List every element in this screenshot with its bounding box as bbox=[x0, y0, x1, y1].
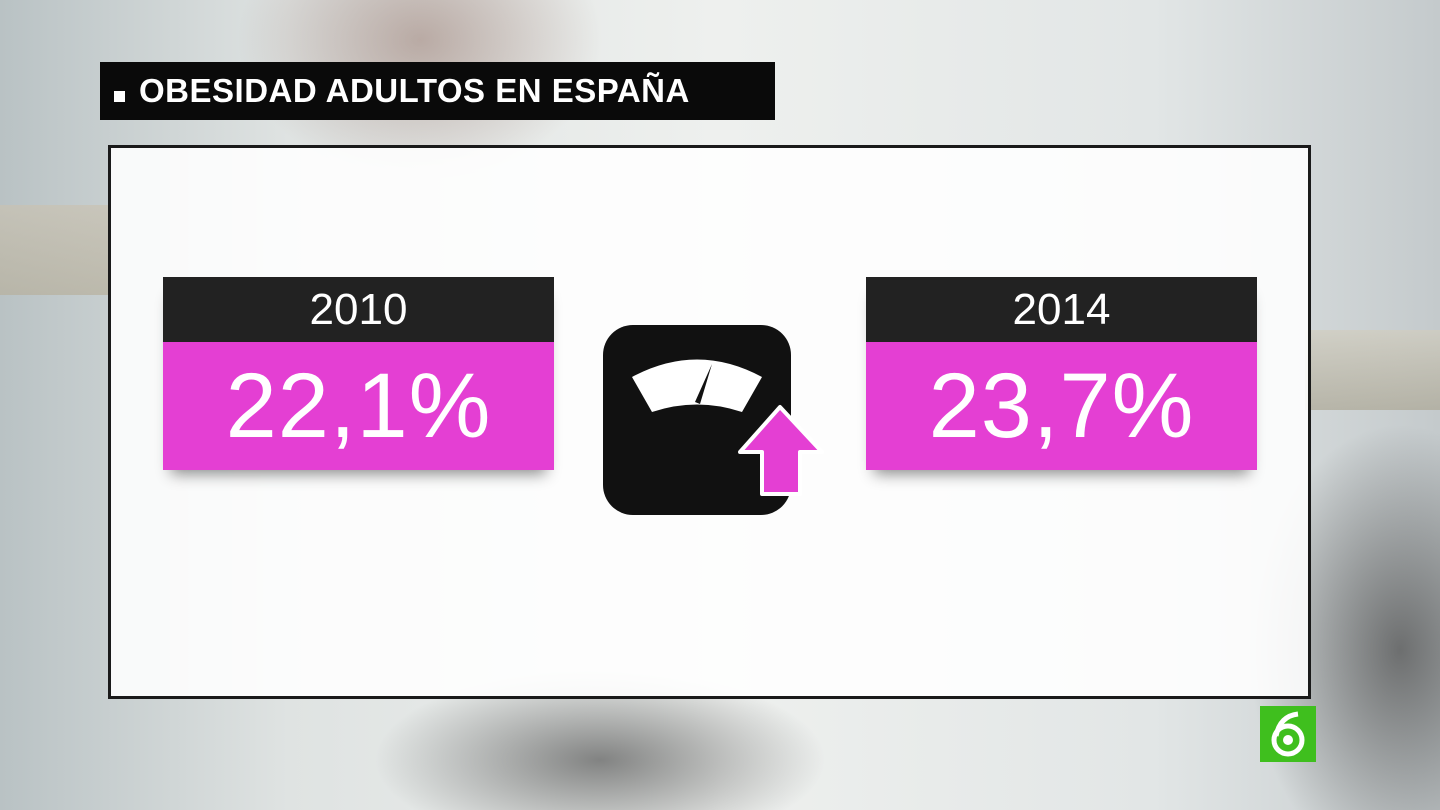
card: 2010 22,1% bbox=[163, 277, 554, 470]
value: 22,1% bbox=[163, 342, 554, 470]
title-bar: OBESIDAD ADULTOS EN ESPAÑA bbox=[100, 62, 775, 120]
value: 23,7% bbox=[866, 342, 1257, 470]
year: 2010 bbox=[163, 277, 554, 342]
title: OBESIDAD ADULTOS EN ESPAÑA bbox=[139, 72, 690, 109]
bullet bbox=[114, 90, 125, 102]
year: 2014 bbox=[866, 277, 1257, 342]
background-ruler bbox=[1305, 330, 1440, 410]
card: 2014 23,7% bbox=[866, 277, 1257, 470]
background-ruler bbox=[0, 205, 110, 295]
channel-logo bbox=[1260, 706, 1316, 762]
scale-icon bbox=[603, 325, 824, 515]
